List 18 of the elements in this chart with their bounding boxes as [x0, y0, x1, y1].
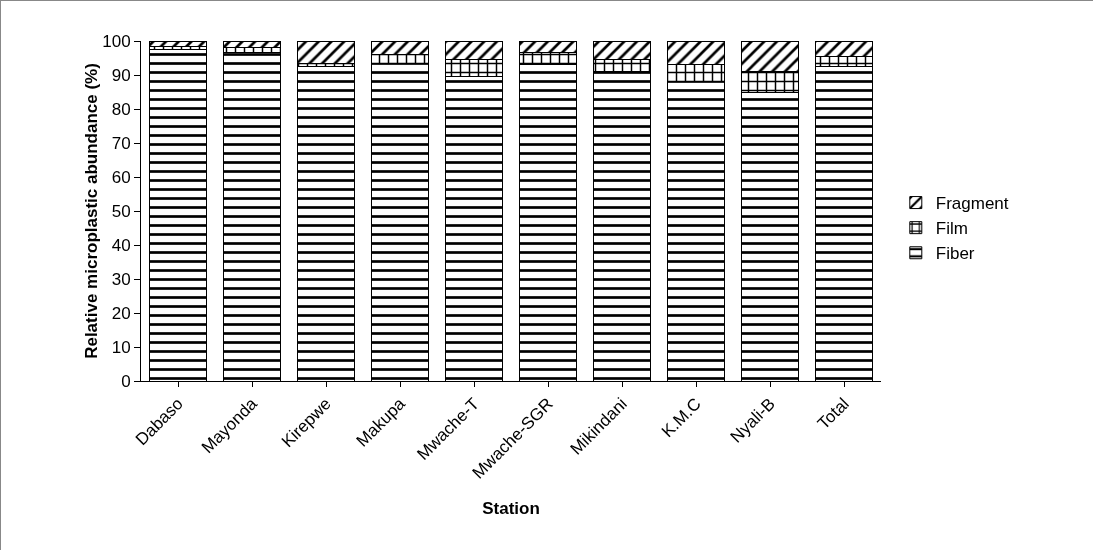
- y-tick-label: 20: [111, 303, 131, 323]
- bar: [296, 41, 356, 64]
- x-axis-title: Station: [482, 498, 540, 518]
- y-tick-label: 30: [111, 269, 131, 289]
- y-tick-label: 70: [111, 133, 131, 153]
- text: Film: [935, 219, 968, 239]
- bar: [148, 41, 208, 47]
- text: Fragment: [935, 194, 1009, 214]
- text: Fiber: [935, 244, 975, 264]
- y-tick-label: 50: [111, 201, 131, 221]
- y-tick-label: 80: [111, 99, 131, 119]
- y-tick-label: 90: [111, 65, 131, 85]
- y-tick-label: 60: [111, 167, 131, 187]
- y-axis-title: Relative microplastic abundance (%): [82, 63, 101, 359]
- y-tick-label: 0: [121, 371, 131, 391]
- y-tick-label: 10: [111, 337, 131, 357]
- y-tick-label: 100: [102, 31, 131, 51]
- y-tick-label: 40: [111, 235, 131, 255]
